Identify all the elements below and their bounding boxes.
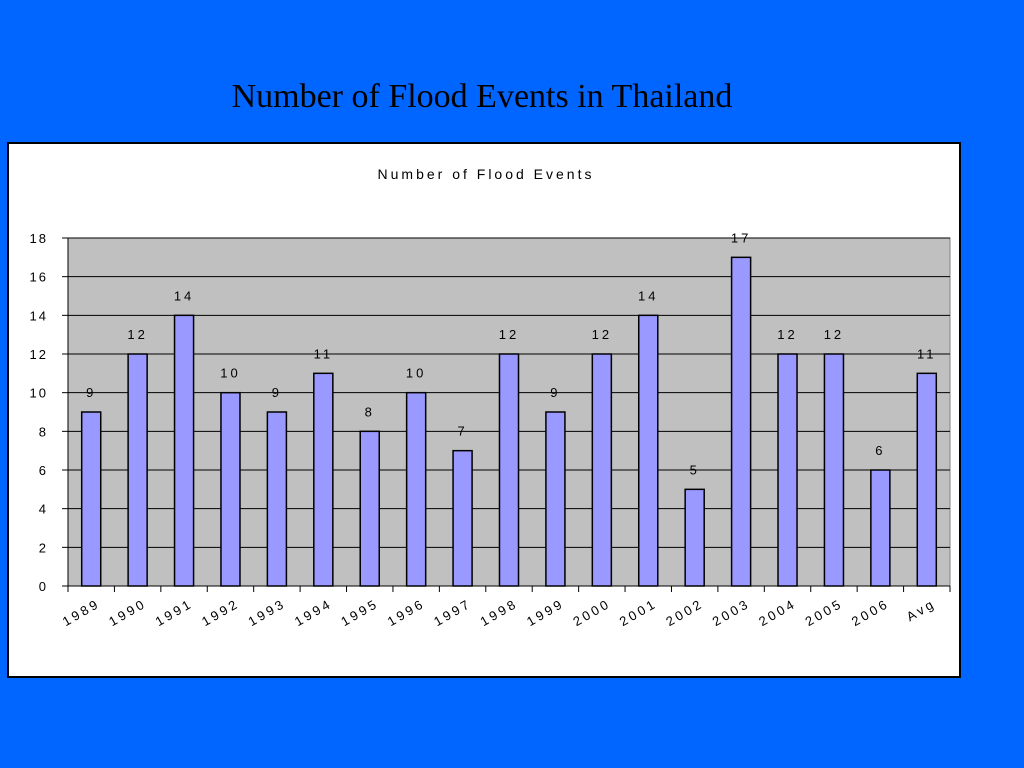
- data-label: 9: [550, 385, 560, 400]
- data-label: 12: [592, 327, 612, 342]
- x-tick-label: 1996: [385, 596, 428, 629]
- bar: [777, 353, 798, 587]
- bar: [405, 391, 427, 587]
- x-tick-label: 2001: [617, 596, 660, 629]
- x-tick-label: 1995: [338, 596, 381, 629]
- bar: [823, 353, 845, 587]
- bar: [684, 488, 705, 587]
- bar: [220, 391, 241, 587]
- data-label: 11: [314, 346, 334, 361]
- y-tick-label: 18: [30, 231, 48, 246]
- data-label: 9: [86, 385, 96, 400]
- data-label: 5: [690, 462, 700, 477]
- chart-panel: Number of Flood Events 0 2 4 6 8 10 12 14 16 18 9 1…: [7, 142, 961, 678]
- y-tick-label: 4: [39, 502, 48, 517]
- y-tick-label: 14: [30, 308, 48, 323]
- x-tick-label: 1993: [245, 596, 288, 629]
- x-tick-label: 1994: [292, 596, 335, 629]
- data-label: 6: [875, 443, 885, 458]
- bar: [916, 372, 938, 587]
- x-tick-label: 2006: [849, 596, 892, 629]
- x-tick-label: 2002: [663, 596, 706, 629]
- data-label: 8: [365, 404, 375, 419]
- data-label: 12: [824, 327, 844, 342]
- y-tick-label: 0: [39, 579, 48, 594]
- x-tick-label: 1989: [60, 596, 103, 629]
- data-label: 11: [917, 346, 937, 361]
- x-tick-label: 2000: [570, 596, 613, 629]
- bar: [127, 353, 148, 587]
- x-tick-label: 1997: [431, 596, 474, 629]
- data-label: 9: [272, 385, 282, 400]
- chart-title: Number of Flood Events: [377, 166, 595, 182]
- y-tick-label: 10: [30, 386, 48, 401]
- bar: [498, 353, 520, 587]
- data-label: 12: [127, 327, 147, 342]
- data-label: 10: [220, 366, 240, 381]
- y-tick-label: 6: [39, 463, 48, 478]
- bar: [545, 411, 566, 587]
- bar: [266, 411, 288, 587]
- bar: [730, 256, 752, 587]
- y-tick-label: 8: [39, 424, 48, 439]
- bar: [313, 372, 334, 587]
- bar: [591, 353, 613, 587]
- data-label: 7: [457, 424, 467, 439]
- y-tick-label: 12: [30, 347, 48, 362]
- data-label: 12: [777, 327, 797, 342]
- x-tick-label: 2005: [803, 596, 846, 629]
- slide-title: Number of Flood Events in Thailand: [231, 78, 733, 115]
- x-tick-label: 2004: [756, 596, 799, 629]
- bar: [80, 411, 102, 587]
- data-label: 17: [731, 230, 751, 245]
- bar-chart: 0 2 4 6 8 10 12 14 16 18 9 1989 12 1990 14 1991 10 1992 9 1…: [30, 230, 951, 629]
- bar: [452, 449, 473, 587]
- bar: [870, 469, 891, 587]
- bar: [359, 430, 381, 587]
- x-tick-label: 1990: [106, 596, 149, 629]
- data-label: 14: [638, 288, 658, 303]
- x-tick-label: 1992: [199, 596, 242, 629]
- y-tick-label: 16: [30, 270, 48, 285]
- bar: [637, 314, 659, 587]
- x-tick-label: 1991: [153, 596, 196, 629]
- x-tick-label: Avg: [904, 596, 938, 625]
- x-tick-label: 1999: [524, 596, 567, 629]
- data-label: 10: [406, 366, 426, 381]
- y-tick-label: 2: [39, 540, 48, 555]
- bar: [173, 314, 195, 587]
- data-label: 14: [174, 288, 194, 303]
- x-tick-label: 1998: [478, 596, 521, 629]
- x-tick-label: 2003: [710, 596, 753, 629]
- data-label: 12: [499, 327, 519, 342]
